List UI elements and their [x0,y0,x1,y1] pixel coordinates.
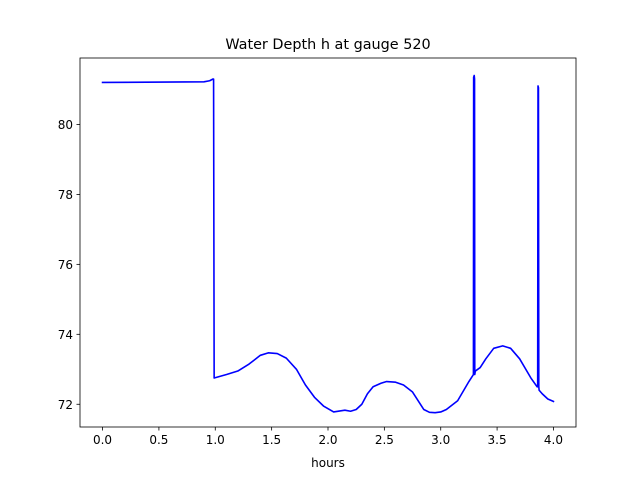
y-axis: 72 74 76 78 80 [58,118,80,412]
x-tick-label: 3.5 [488,433,507,447]
plot-background [80,58,576,427]
series-layer [101,74,555,414]
y-tick-label: 80 [58,118,73,132]
x-tick-label: 0.5 [149,433,168,447]
x-tick-label: 3.0 [431,433,450,447]
x-tick-label: 1.5 [262,433,281,447]
x-tick-label: 0.0 [93,433,112,447]
x-axis-label: hours [311,456,345,470]
x-tick-label: 4.0 [544,433,563,447]
x-tick-label: 2.5 [375,433,394,447]
y-tick-label: 72 [58,398,73,412]
x-axis: 0.0 0.5 1.0 1.5 2.0 2.5 3.0 3.5 4.0 [93,427,563,447]
y-tick-label: 76 [58,258,73,272]
chart-title: Water Depth h at gauge 520 [225,37,430,53]
plot-area [79,57,577,428]
x-tick-label: 1.0 [206,433,225,447]
y-tick-label: 78 [58,188,73,202]
x-tick-label: 2.0 [318,433,337,447]
y-tick-label: 74 [58,328,73,342]
series-line [101,74,555,414]
